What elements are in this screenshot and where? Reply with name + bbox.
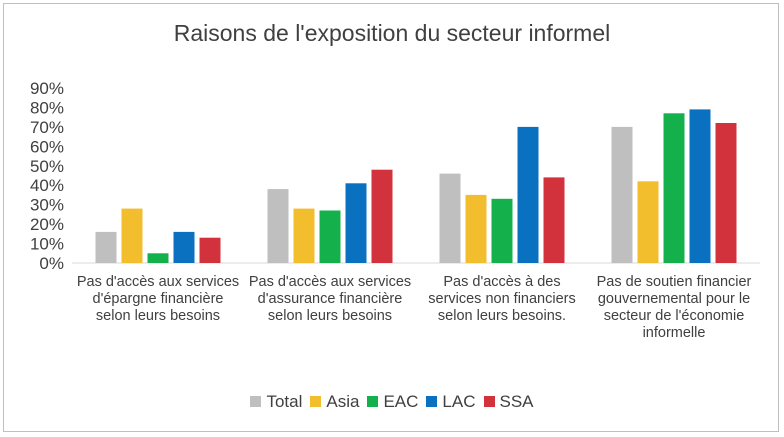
bar-asia-2: [293, 208, 315, 263]
legend-swatch: [367, 396, 379, 407]
bar-ssa-1: [199, 237, 221, 263]
category-label: Pas de soutien financier gouvernemental …: [596, 274, 752, 341]
y-tick-label: 60%: [30, 137, 64, 156]
legend-item-eac: EAC: [367, 392, 418, 412]
bar-total-2: [267, 189, 289, 263]
bar-asia-4: [637, 181, 659, 263]
bar-lac-4: [689, 109, 711, 264]
bar-total-1: [95, 231, 117, 263]
legend-item-total: Total: [250, 392, 302, 412]
y-tick-label: 80%: [30, 98, 64, 117]
legend-label: Total: [266, 392, 303, 411]
bar-ssa-3: [543, 177, 565, 263]
y-tick-label: 40%: [30, 176, 64, 195]
legend-label: LAC: [442, 392, 476, 411]
chart-title: Raisons de l'exposition du secteur infor…: [173, 20, 611, 46]
legend-swatch: [426, 396, 438, 407]
legend-swatch: [310, 396, 322, 407]
category-label: Pas d'accès à des services non financier…: [428, 274, 576, 324]
bar-ssa-2: [371, 169, 393, 263]
legend-swatch: [483, 396, 495, 407]
legend-item-lac: LAC: [426, 392, 476, 412]
bar-eac-2: [319, 210, 341, 263]
bar-ssa-4: [715, 123, 737, 263]
legend-item-asia: Asia: [310, 392, 359, 412]
y-tick-label: 70%: [30, 118, 64, 137]
legend: Total Asia EAC LAC SSA: [0, 392, 784, 412]
legend-item-ssa: SSA: [483, 392, 534, 412]
bar-total-3: [439, 173, 461, 263]
legend-swatch: [250, 396, 262, 407]
bar-eac-1: [147, 253, 169, 263]
bar-lac-1: [173, 231, 195, 263]
bar-total-4: [611, 126, 633, 264]
category-label: Pas d'accès aux services d'assurance fin…: [248, 274, 412, 324]
bar-eac-4: [663, 113, 685, 263]
legend-label: SSA: [499, 392, 534, 411]
bar-asia-1: [121, 208, 143, 263]
bar-lac-2: [345, 183, 367, 263]
bar-eac-3: [491, 198, 513, 263]
y-tick-label: 0%: [39, 254, 64, 273]
y-tick-label: 30%: [30, 196, 64, 215]
bar-asia-3: [465, 194, 487, 263]
y-tick-label: 20%: [30, 215, 64, 234]
legend-label: Asia: [326, 392, 360, 411]
y-tick-label: 10%: [30, 235, 64, 254]
legend-label: EAC: [383, 392, 419, 411]
bar-lac-3: [517, 126, 539, 264]
y-tick-label: 50%: [30, 157, 64, 176]
y-tick-label: 90%: [30, 79, 64, 98]
category-label: Pas d'accès aux services d'épargne finan…: [76, 274, 240, 324]
